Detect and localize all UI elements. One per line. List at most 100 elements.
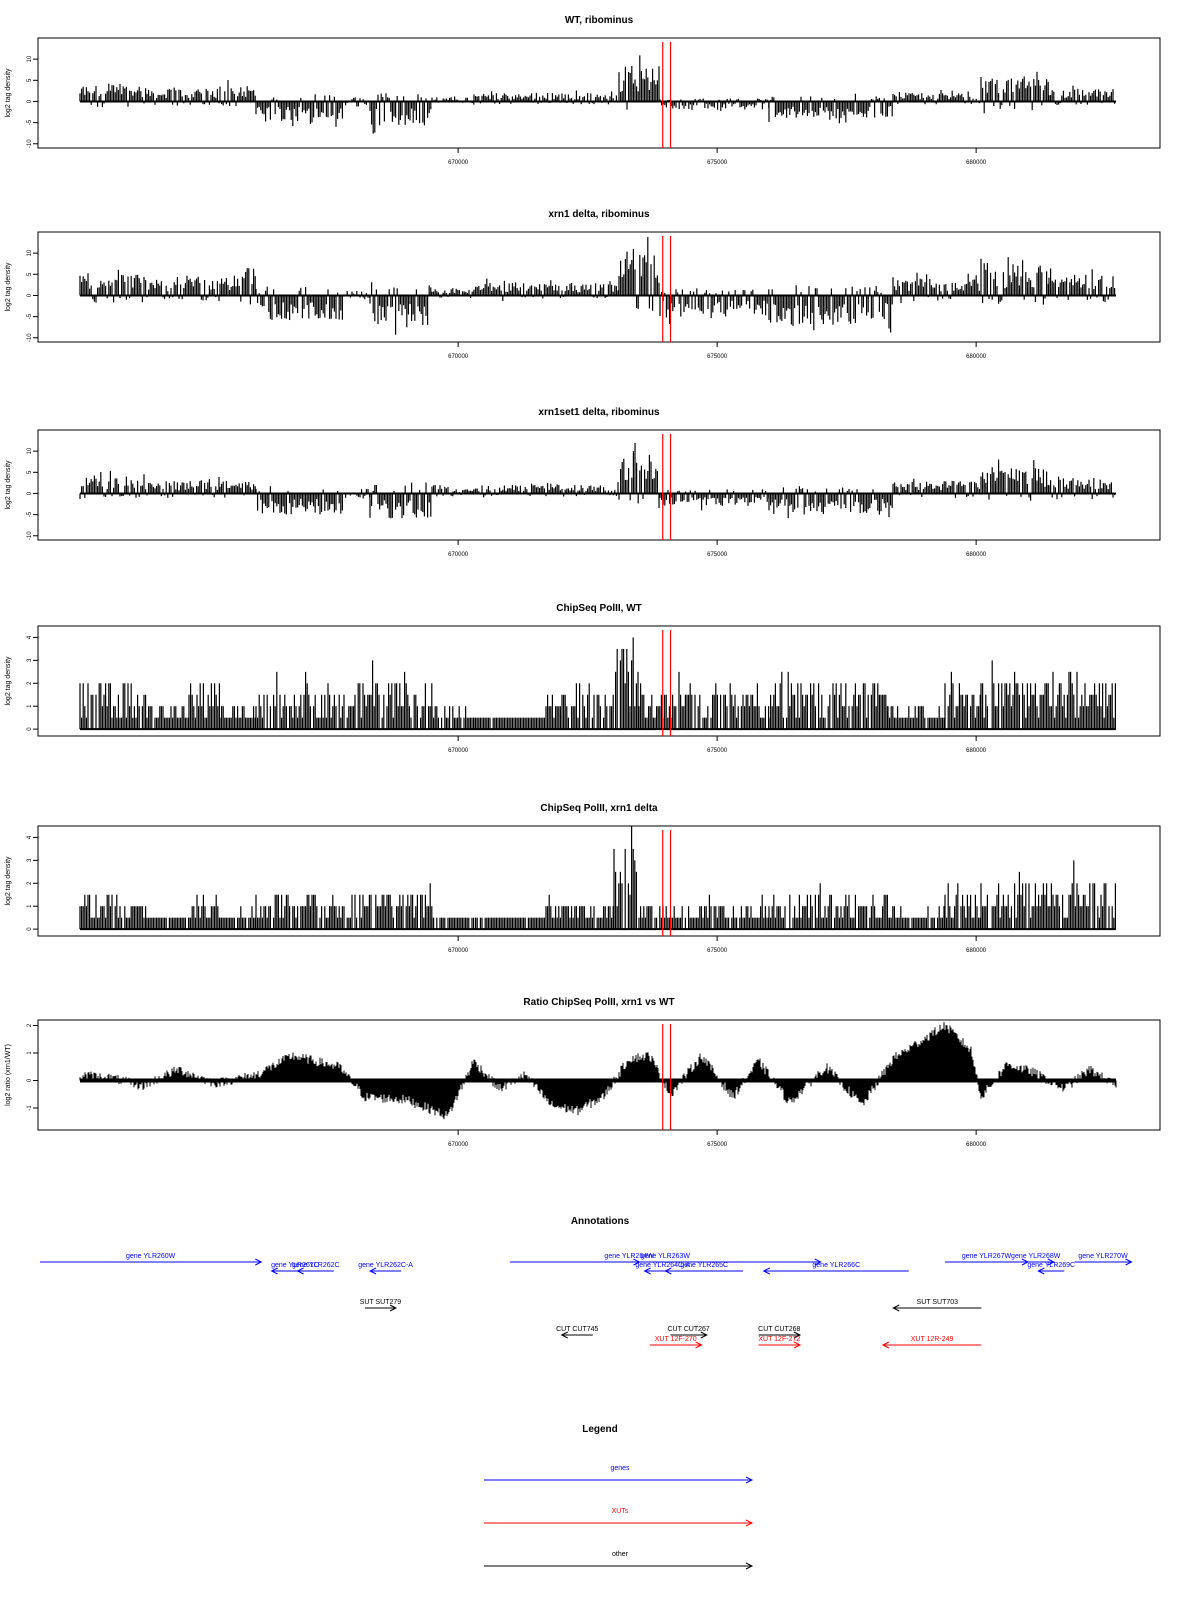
y-tick-label: 3 [27, 658, 33, 662]
y-tick-label: 2 [27, 1023, 33, 1027]
feature: gene YLR262C [292, 1262, 340, 1275]
y-tick-label: 10 [27, 249, 33, 256]
feature-label: CUT CUT267 [668, 1326, 710, 1333]
y-tick-label: 1 [27, 704, 33, 708]
feature: gene YLR263W [509, 1253, 822, 1266]
feature: CUT CUT268 [758, 1326, 802, 1339]
y-tick-label: 10 [27, 447, 33, 454]
x-tick-label: 675000 [707, 354, 728, 360]
feature-arrowhead [793, 1331, 802, 1339]
y-tick-label: -5 [27, 511, 33, 517]
y-axis-label: log2 tag density [5, 68, 12, 118]
feature: gene YLR270W [1074, 1253, 1133, 1266]
feature-label: gene YLR264W [604, 1253, 654, 1260]
x-tick-label: 670000 [448, 948, 469, 954]
feature-arrowhead [389, 1304, 398, 1312]
legend-arrowhead [745, 1519, 754, 1527]
x-tick-label: 680000 [966, 552, 987, 558]
y-tick-label: 0 [27, 1078, 33, 1082]
feature-label: CUT CUT268 [758, 1326, 800, 1333]
legend-item: other [484, 1551, 754, 1570]
annotations-title: Annotations [571, 1216, 630, 1227]
feature: gene YLR269C [1027, 1262, 1075, 1275]
feature: gene YLR260W [40, 1253, 263, 1266]
y-axis-label: log2 tag density [5, 262, 12, 312]
bar-series [79, 637, 1117, 730]
y-axis-label: log2 tag density [5, 856, 12, 906]
y-tick-label: 1 [27, 1051, 33, 1055]
y-tick-label: 0 [27, 927, 33, 931]
feature: gene YLR264W [604, 1253, 654, 1266]
y-axis-label: log2 ratio (xrn1/WT) [5, 1044, 12, 1106]
y-tick-label: -10 [27, 139, 33, 148]
feature-label: SUT SUT703 [917, 1299, 959, 1306]
y-axis-label: log2 tag density [5, 656, 12, 706]
plot-frame [37, 429, 1161, 541]
feature-arrowhead [296, 1267, 304, 1275]
feature: gene YLR268W [1011, 1253, 1061, 1266]
panel-1: WT, ribominus -10 -5 0 5 10 log2 tag density 67… [5, 15, 1161, 166]
plot-frame [37, 231, 1161, 343]
feature-arrowhead [1047, 1258, 1055, 1266]
legend-item: genes [484, 1465, 754, 1484]
feature-label: gene YLR267W [962, 1253, 1012, 1260]
y-tick-label: 10 [27, 55, 33, 62]
x-tick-label: 680000 [966, 354, 987, 360]
feature-arrowhead [643, 1267, 651, 1275]
x-tick-label: 680000 [966, 1142, 987, 1148]
x-tick-label: 675000 [707, 552, 728, 558]
legend-label: XUTs [612, 1508, 629, 1515]
y-tick-label: 0 [27, 727, 33, 731]
feature-arrowhead [892, 1304, 900, 1312]
x-tick-label: 675000 [707, 160, 728, 166]
feature-label: gene YLR268W [1011, 1253, 1061, 1260]
bar-series [79, 237, 1116, 335]
feature-label: SUT SUT279 [360, 1299, 402, 1306]
y-tick-label: -10 [27, 333, 33, 342]
panel-6: Ratio ChipSeq PolII, xrn1 vs WT -1 0 1 2 log2… [5, 997, 1161, 1148]
legend: Legend genes XUTs other [484, 1424, 754, 1570]
x-tick-label: 680000 [966, 160, 987, 166]
feature-arrowhead [1037, 1267, 1045, 1275]
feature-label: gene YLR261C [271, 1262, 319, 1269]
feature: XUT 12R-249 [881, 1336, 982, 1349]
panel-4: ChipSeq PolII, WT 0 1 2 3 4 log2 tag density 67… [5, 603, 1161, 754]
feature-arrowhead [664, 1267, 672, 1275]
plot-frame [37, 1019, 1161, 1131]
panel-2: xrn1 delta, ribominus -10 -5 0 5 10 log2 tag d… [5, 209, 1161, 360]
feature-arrowhead [560, 1331, 568, 1339]
panel-title: Ratio ChipSeq PolII, xrn1 vs WT [523, 997, 674, 1008]
feature-arrowhead [814, 1258, 822, 1266]
legend-title: Legend [582, 1424, 618, 1435]
plot-frame [37, 625, 1161, 737]
feature-label: XUT 12R-249 [911, 1336, 954, 1343]
feature-label: XUT 12F-272 [758, 1336, 800, 1343]
feature-label: gene YLR263W [641, 1253, 691, 1260]
feature-arrowhead [762, 1267, 770, 1275]
feature-label: gene YLR262C [292, 1262, 340, 1269]
x-tick-label: 675000 [707, 1142, 728, 1148]
legend-arrowhead [745, 1476, 754, 1484]
feature: SUT SUT703 [892, 1299, 982, 1312]
feature-label: XUT 12F-270 [655, 1336, 697, 1343]
feature-arrowhead [270, 1267, 278, 1275]
feature-label: CUT CUT745 [556, 1326, 598, 1333]
feature-label: gene YLR264C-A [635, 1262, 690, 1269]
y-tick-label: 0 [27, 293, 33, 297]
y-tick-label: -10 [27, 531, 33, 540]
y-tick-label: 5 [27, 470, 33, 474]
y-tick-label: 5 [27, 78, 33, 82]
x-tick-label: 680000 [966, 948, 987, 954]
legend-label: other [612, 1551, 629, 1558]
panel-title: ChipSeq PolII, WT [556, 603, 642, 614]
x-tick-label: 670000 [448, 552, 469, 558]
feature: CUT CUT267 [668, 1326, 710, 1339]
feature-arrowhead [1125, 1258, 1133, 1266]
feature-label: gene YLR265C [680, 1262, 728, 1269]
y-tick-label: 2 [27, 881, 33, 885]
legend-item: XUTs [484, 1508, 754, 1527]
feature: gene YLR262C-A [358, 1262, 413, 1275]
feature-arrowhead [633, 1258, 641, 1266]
feature-label: gene YLR262C-A [358, 1262, 413, 1269]
